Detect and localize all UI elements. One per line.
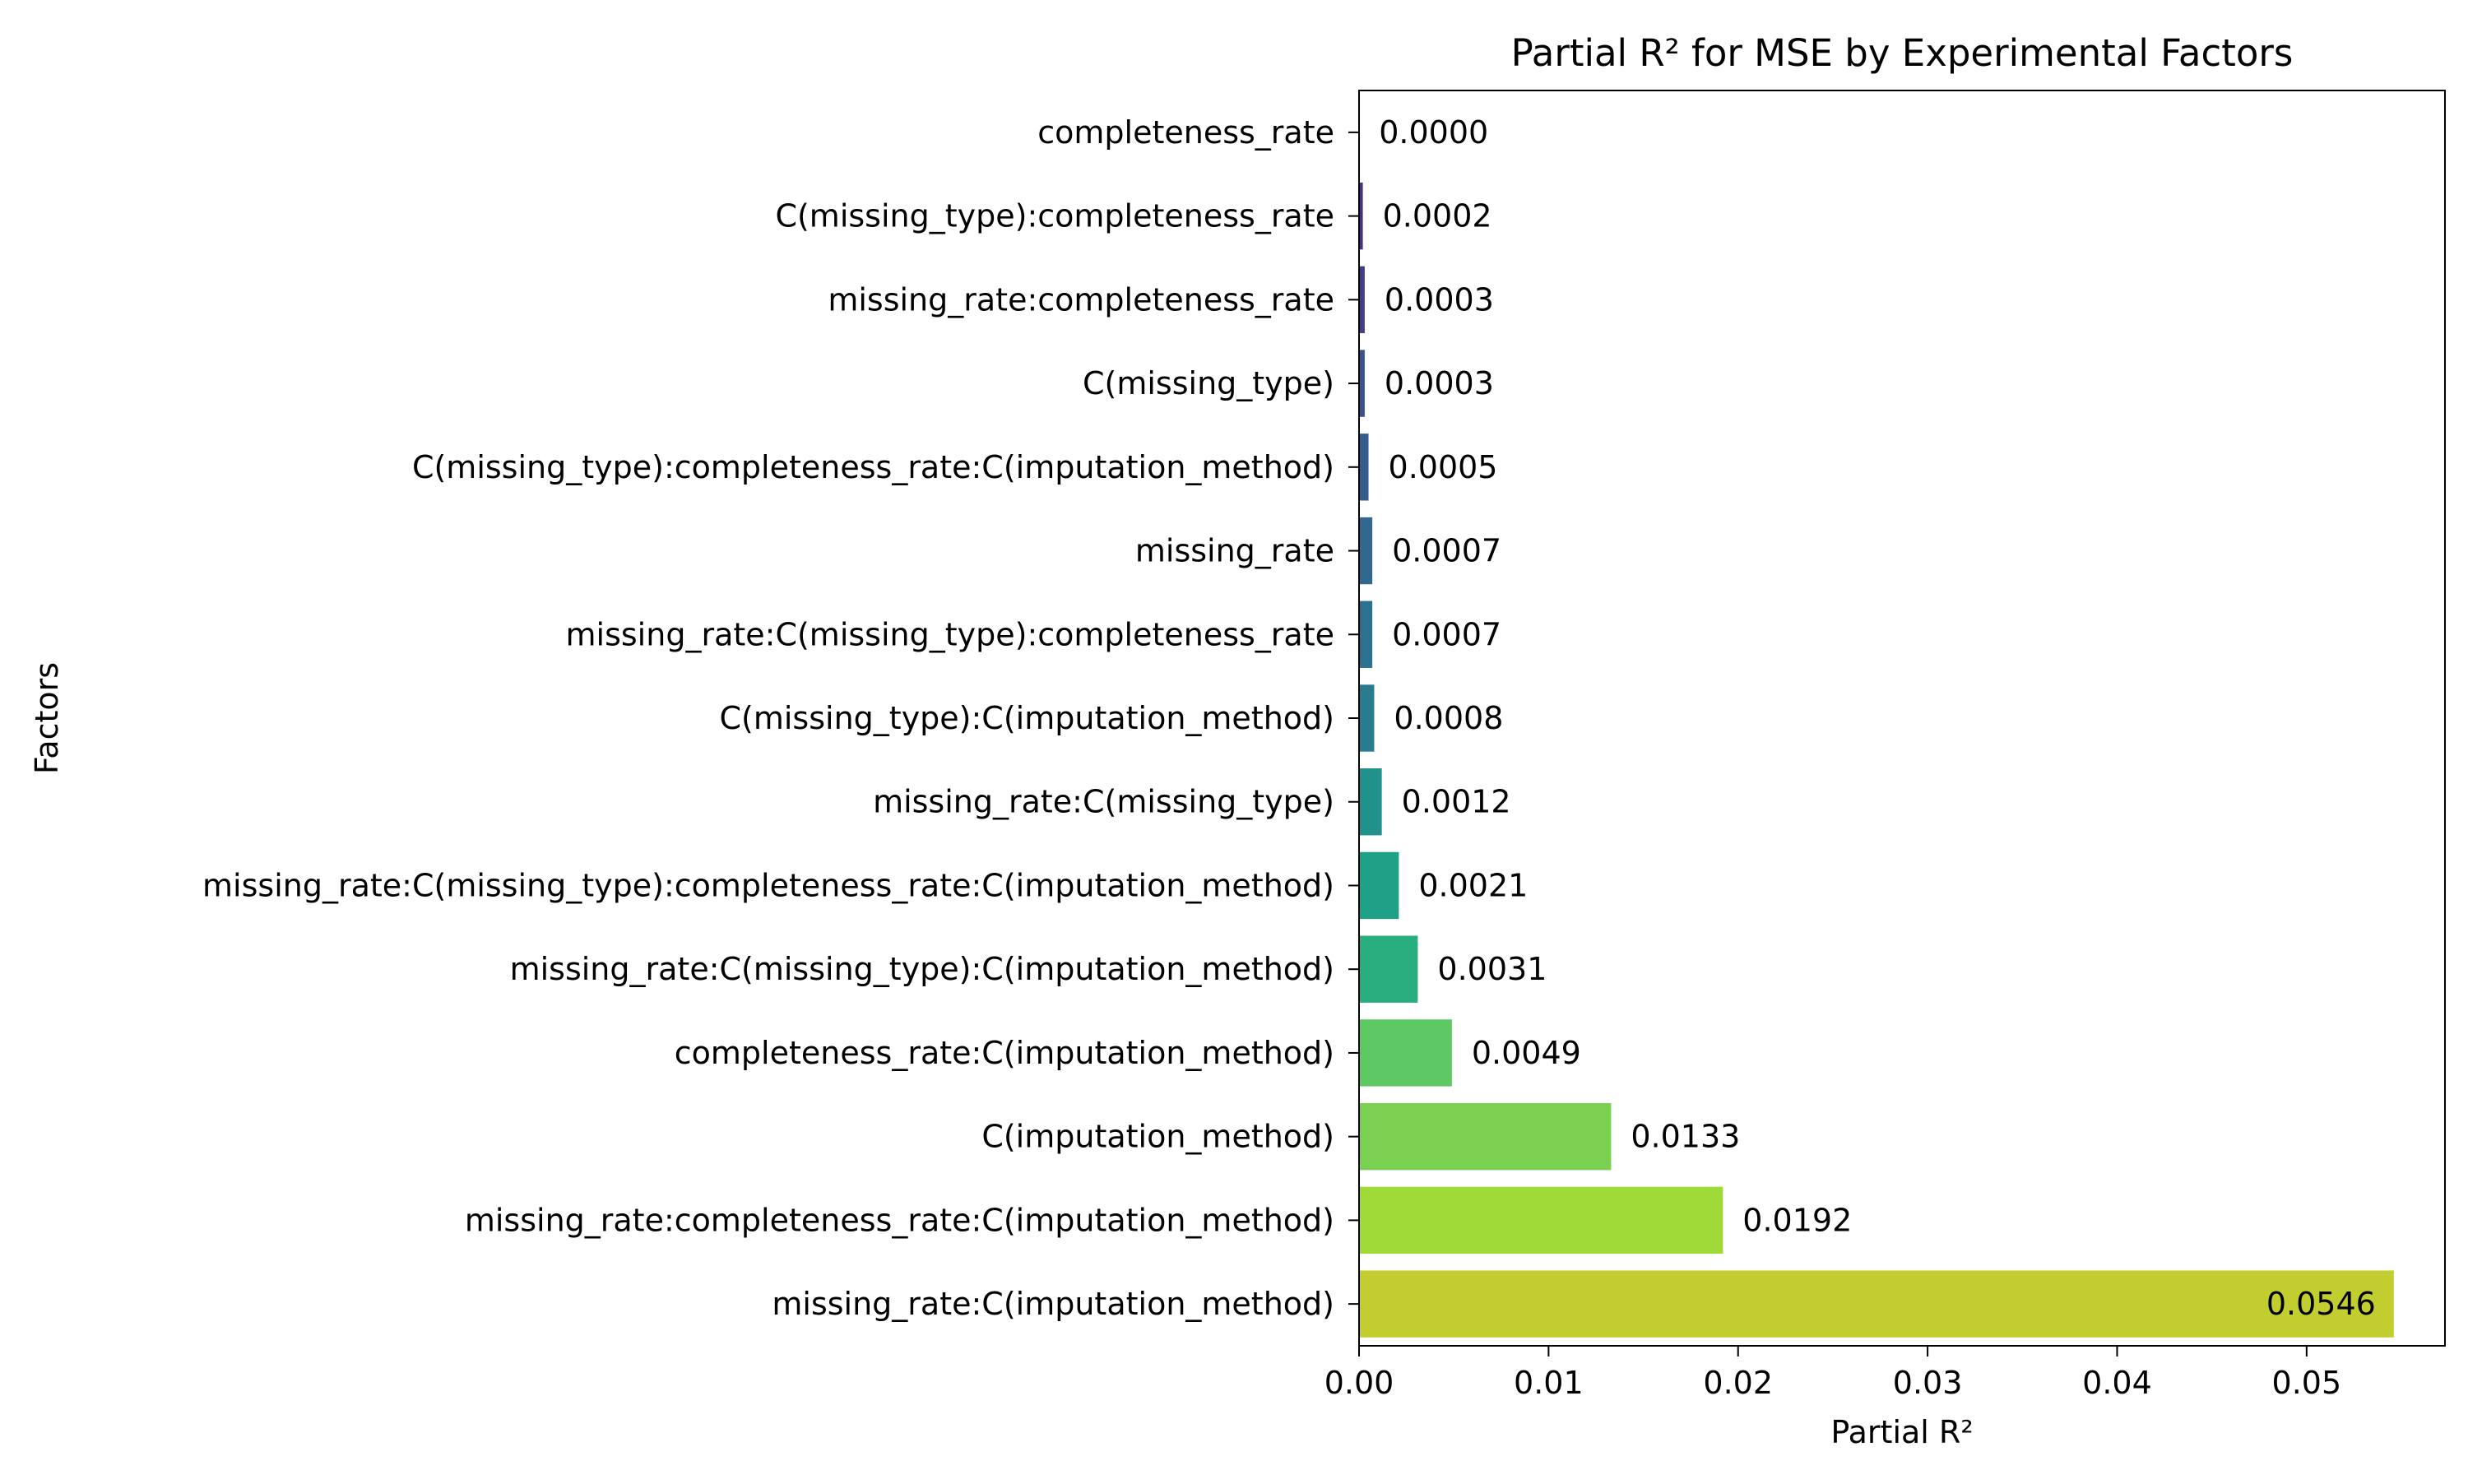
y-tick-label: missing_rate:C(missing_type):C(imputatio… (510, 951, 1334, 987)
bar (1359, 1019, 1452, 1087)
y-axis-ticks: completeness_rate C(missing_type):complet… (202, 114, 1359, 1322)
bar (1359, 1186, 1723, 1254)
value-label: 0.0021 (1418, 867, 1528, 903)
bar (1359, 1270, 2394, 1338)
value-label: 0.0192 (1742, 1202, 1852, 1238)
y-tick-label: completeness_rate:C(imputation_method) (675, 1035, 1334, 1071)
bars (1359, 99, 2394, 1338)
chart-title: Partial R² for MSE by Experimental Facto… (1511, 31, 2294, 75)
y-tick-label: missing_rate:completeness_rate:C(imputat… (465, 1202, 1334, 1238)
bar (1359, 935, 1418, 1003)
x-axis-ticks: 0.00 0.01 0.02 0.03 0.04 0.05 (1324, 1346, 2341, 1401)
value-label: 0.0049 (1472, 1035, 1581, 1071)
y-tick-label: missing_rate:C(missing_type):completenes… (202, 867, 1334, 903)
bar (1359, 684, 1375, 752)
y-tick-label: C(imputation_method) (981, 1119, 1334, 1155)
value-label: 0.0005 (1389, 449, 1498, 485)
y-tick-label: C(missing_type) (1083, 365, 1334, 401)
x-tick-label: 0.05 (2272, 1365, 2342, 1401)
y-tick-label: missing_rate:C(imputation_method) (772, 1286, 1334, 1322)
value-label: 0.0003 (1385, 365, 1494, 401)
value-label: 0.0002 (1383, 198, 1492, 234)
value-label: 0.0008 (1394, 700, 1503, 736)
x-tick-label: 0.03 (1893, 1365, 1963, 1401)
value-label: 0.0000 (1379, 114, 1488, 151)
value-label: 0.0031 (1437, 951, 1547, 987)
value-label: 0.0133 (1631, 1119, 1740, 1155)
bar (1359, 182, 1363, 250)
y-tick-label: C(missing_type):C(imputation_method) (720, 700, 1335, 736)
value-label: 0.0007 (1392, 616, 1501, 652)
plot-frame (1358, 90, 2446, 1347)
x-axis-label: Partial R² (1830, 1414, 1973, 1450)
bar (1359, 851, 1399, 920)
value-label: 0.0012 (1402, 784, 1511, 820)
y-tick-label: missing_rate (1135, 533, 1334, 569)
x-tick-label: 0.00 (1324, 1365, 1394, 1401)
value-label: 0.0007 (1392, 533, 1501, 569)
x-tick-label: 0.02 (1703, 1365, 1773, 1401)
value-label: 0.0003 (1385, 281, 1494, 318)
value-label: 0.0546 (2266, 1286, 2376, 1322)
x-tick-label: 0.01 (1514, 1365, 1584, 1401)
x-tick-label: 0.04 (2082, 1365, 2152, 1401)
bar (1359, 350, 1365, 417)
bar (1359, 768, 1382, 836)
bar (1359, 266, 1365, 334)
y-tick-label: missing_rate:C(missing_type) (873, 784, 1334, 820)
y-tick-label: missing_rate:completeness_rate (828, 281, 1334, 318)
y-tick-label: C(missing_type):completeness_rate:C(impu… (412, 449, 1334, 485)
bar (1359, 601, 1373, 668)
bar (1359, 434, 1369, 501)
y-tick-label: missing_rate:C(missing_type):completenes… (566, 616, 1334, 652)
y-axis-label: Factors (29, 662, 65, 774)
bar (1359, 517, 1373, 585)
bar (1359, 1102, 1612, 1171)
value-labels: 0.0000 0.0002 0.0003 0.0003 0.0005 0.0007 0.00… (1379, 114, 2376, 1322)
y-tick-label: completeness_rate (1037, 114, 1334, 151)
y-tick-label: C(missing_type):completeness_rate (775, 198, 1334, 234)
